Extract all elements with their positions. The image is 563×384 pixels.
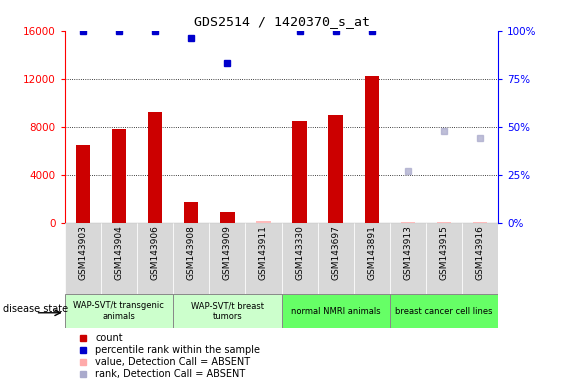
Text: GSM143913: GSM143913 [404, 225, 413, 280]
Bar [473, 222, 488, 223]
Title: GDS2514 / 1420370_s_at: GDS2514 / 1420370_s_at [194, 15, 369, 28]
Text: GSM143904: GSM143904 [114, 225, 123, 280]
Bar [390, 294, 498, 328]
Text: WAP-SVT/t breast
tumors: WAP-SVT/t breast tumors [191, 301, 264, 321]
Bar [328, 115, 343, 223]
Bar [437, 222, 452, 223]
Bar [401, 222, 415, 223]
Bar [184, 202, 198, 223]
Bar [437, 222, 452, 223]
Bar [462, 223, 498, 294]
Bar [65, 294, 173, 328]
Text: WAP-SVT/t transgenic
animals: WAP-SVT/t transgenic animals [74, 301, 164, 321]
Text: normal NMRI animals: normal NMRI animals [291, 306, 381, 316]
Bar [101, 223, 137, 294]
Text: GSM143697: GSM143697 [331, 225, 340, 280]
Bar [318, 223, 354, 294]
Bar [173, 223, 209, 294]
Text: value, Detection Call = ABSENT: value, Detection Call = ABSENT [95, 357, 251, 367]
Bar [209, 223, 245, 294]
Bar [282, 294, 390, 328]
Bar [173, 294, 282, 328]
Bar [292, 121, 307, 223]
Bar [256, 221, 271, 223]
Bar [282, 223, 318, 294]
Bar [390, 223, 426, 294]
Bar [354, 223, 390, 294]
Bar [111, 129, 126, 223]
Text: count: count [95, 333, 123, 343]
Bar [365, 76, 379, 223]
Text: disease state: disease state [3, 304, 68, 314]
Bar [137, 223, 173, 294]
Bar [426, 223, 462, 294]
Text: rank, Detection Call = ABSENT: rank, Detection Call = ABSENT [95, 369, 245, 379]
Text: percentile rank within the sample: percentile rank within the sample [95, 345, 260, 355]
Text: GSM143330: GSM143330 [295, 225, 304, 280]
Text: GSM143911: GSM143911 [259, 225, 268, 280]
Bar [75, 145, 90, 223]
Bar [245, 223, 282, 294]
Text: GSM143916: GSM143916 [476, 225, 485, 280]
Bar [473, 222, 488, 223]
Text: GSM143906: GSM143906 [150, 225, 159, 280]
Text: GSM143908: GSM143908 [187, 225, 196, 280]
Text: breast cancer cell lines: breast cancer cell lines [395, 306, 493, 316]
Text: GSM143903: GSM143903 [78, 225, 87, 280]
Text: GSM143909: GSM143909 [223, 225, 232, 280]
Bar [401, 222, 415, 223]
Bar [256, 221, 271, 223]
Bar [65, 223, 101, 294]
Bar [148, 112, 162, 223]
Text: GSM143891: GSM143891 [367, 225, 376, 280]
Bar [220, 212, 235, 223]
Text: GSM143915: GSM143915 [440, 225, 449, 280]
